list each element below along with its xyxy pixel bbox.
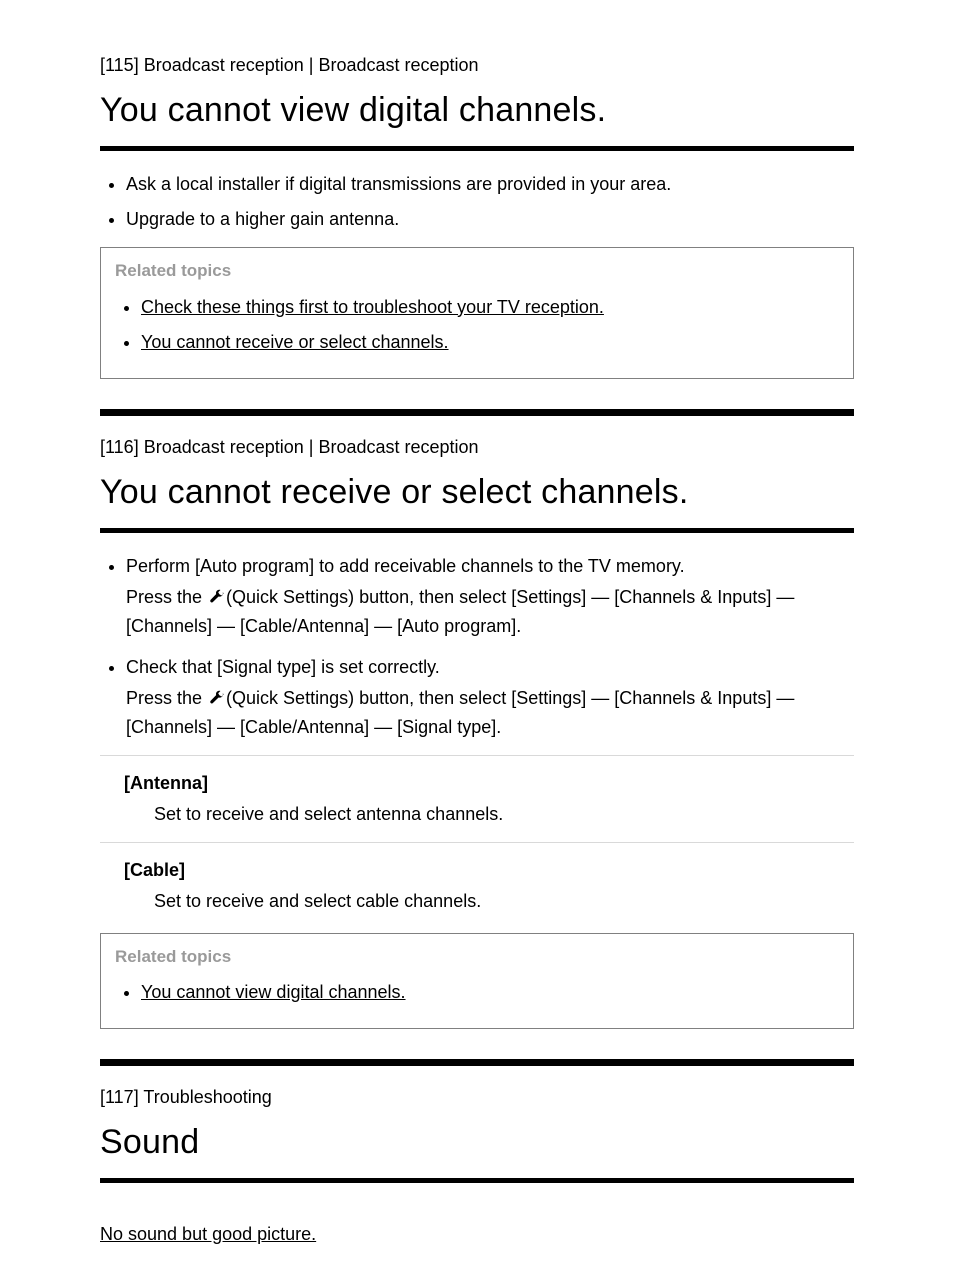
press-prefix: Press the bbox=[126, 587, 207, 607]
wrench-icon bbox=[209, 687, 225, 714]
bullet-list: Ask a local installer if digital transmi… bbox=[100, 171, 854, 233]
related-topics-box: Related topics Check these things first … bbox=[100, 247, 854, 379]
list-item: You cannot receive or select channels. bbox=[141, 329, 839, 356]
related-topics-list: Check these things first to troubleshoot… bbox=[115, 294, 839, 356]
section-title: You cannot view digital channels. bbox=[100, 85, 854, 136]
related-topics-list: You cannot view digital channels. bbox=[115, 979, 839, 1006]
divider-rule bbox=[100, 146, 854, 151]
press-suffix: (Quick Settings) button, then select [Se… bbox=[126, 587, 794, 636]
list-item: Ask a local installer if digital transmi… bbox=[126, 171, 854, 198]
section-separator bbox=[100, 1059, 854, 1066]
related-link[interactable]: You cannot receive or select channels. bbox=[141, 332, 449, 352]
definition-item: [Cable] Set to receive and select cable … bbox=[100, 842, 854, 929]
section-title: You cannot receive or select channels. bbox=[100, 467, 854, 518]
related-link[interactable]: You cannot view digital channels. bbox=[141, 982, 406, 1002]
step-lead: Perform [Auto program] to add receivable… bbox=[126, 556, 685, 576]
list-item: Perform [Auto program] to add receivable… bbox=[126, 553, 854, 640]
definition-description: Set to receive and select cable channels… bbox=[100, 888, 854, 915]
bullet-list: Perform [Auto program] to add receivable… bbox=[100, 553, 854, 741]
press-prefix: Press the bbox=[126, 688, 207, 708]
section-title: Sound bbox=[100, 1117, 854, 1168]
list-item: Upgrade to a higher gain antenna. bbox=[126, 206, 854, 233]
divider-rule bbox=[100, 528, 854, 533]
definition-list: [Antenna] Set to receive and select ante… bbox=[100, 755, 854, 929]
related-topics-heading: Related topics bbox=[115, 944, 839, 970]
list-item: Check these things first to troubleshoot… bbox=[141, 294, 839, 321]
related-topics-heading: Related topics bbox=[115, 258, 839, 284]
list-item: You cannot view digital channels. bbox=[141, 979, 839, 1006]
step-lead: Check that [Signal type] is set correctl… bbox=[126, 657, 440, 677]
list-item: Check that [Signal type] is set correctl… bbox=[126, 654, 854, 741]
definition-description: Set to receive and select antenna channe… bbox=[100, 801, 854, 828]
step-detail: Press the (Quick Settings) button, then … bbox=[126, 584, 854, 640]
divider-rule bbox=[100, 1178, 854, 1183]
wrench-icon bbox=[209, 586, 225, 613]
breadcrumb: [117] Troubleshooting bbox=[100, 1084, 854, 1111]
related-topics-box: Related topics You cannot view digital c… bbox=[100, 933, 854, 1030]
related-link[interactable]: Check these things first to troubleshoot… bbox=[141, 297, 604, 317]
definition-term: [Cable] bbox=[100, 857, 854, 884]
step-detail: Press the (Quick Settings) button, then … bbox=[126, 685, 854, 741]
definition-item: [Antenna] Set to receive and select ante… bbox=[100, 755, 854, 842]
definition-term: [Antenna] bbox=[100, 770, 854, 797]
press-suffix: (Quick Settings) button, then select [Se… bbox=[126, 688, 794, 737]
section-separator bbox=[100, 409, 854, 416]
breadcrumb: [115] Broadcast reception | Broadcast re… bbox=[100, 52, 854, 79]
breadcrumb: [116] Broadcast reception | Broadcast re… bbox=[100, 434, 854, 461]
